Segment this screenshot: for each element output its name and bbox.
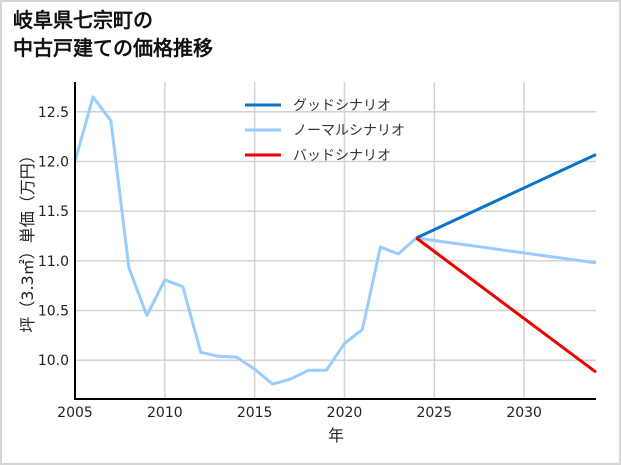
series-line	[73, 95, 597, 386]
y-axis-ticks: 10.0 10.5 11.0 11.5 12.0 12.5	[38, 105, 69, 369]
x-tick-label: 2025	[416, 405, 452, 421]
x-tick-label: 2030	[506, 405, 542, 421]
y-tick-label: 11.5	[38, 204, 69, 220]
y-axis-label: 坪（3.3㎡）単価（万円）	[18, 147, 37, 332]
x-tick-label: 2005	[57, 405, 93, 421]
y-tick-label: 12.0	[38, 154, 69, 170]
series-line	[415, 153, 597, 240]
chart-title: 岐阜県七宗町の 中古戸建ての価格推移	[13, 8, 213, 60]
legend-label: グッドシナリオ	[293, 98, 391, 114]
y-tick-label: 12.5	[38, 105, 69, 121]
legend-label: ノーマルシナリオ	[293, 123, 405, 139]
x-tick-label: 2010	[147, 405, 183, 421]
series-line	[415, 236, 597, 374]
x-tick-label: 2015	[237, 405, 273, 421]
y-tick-label: 10.0	[38, 353, 69, 369]
x-tick-label: 2020	[327, 405, 363, 421]
y-tick-label: 11.0	[38, 254, 69, 270]
data-series	[73, 95, 597, 386]
x-axis-label: 年	[328, 426, 344, 445]
x-axis-ticks: 2005 2010 2015 2020 2025 2030	[57, 405, 542, 421]
y-tick-label: 10.5	[38, 304, 69, 320]
legend-label: バッドシナリオ	[293, 148, 391, 164]
axes	[74, 82, 596, 400]
